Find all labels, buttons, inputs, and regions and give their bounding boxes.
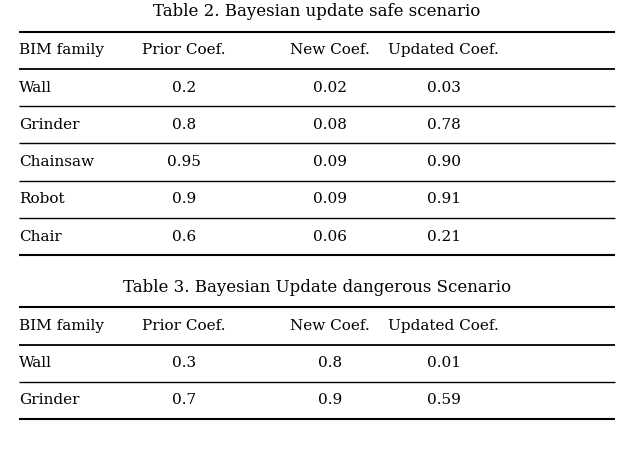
Text: Table 3. Bayesian Update dangerous Scenario: Table 3. Bayesian Update dangerous Scena… [123,279,511,296]
Text: 0.09: 0.09 [313,155,347,169]
Text: 0.21: 0.21 [427,230,461,243]
Text: 0.59: 0.59 [427,394,461,407]
Text: Grinder: Grinder [19,394,79,407]
Text: New Coef.: New Coef. [290,319,370,333]
Text: 0.2: 0.2 [172,81,196,94]
Text: Chainsaw: Chainsaw [19,155,94,169]
Text: 0.9: 0.9 [172,192,196,206]
Text: Table 2. Bayesian update safe scenario: Table 2. Bayesian update safe scenario [153,4,481,20]
Text: BIM family: BIM family [19,44,104,57]
Text: 0.09: 0.09 [313,192,347,206]
Text: Prior Coef.: Prior Coef. [142,44,226,57]
Text: 0.78: 0.78 [427,118,461,132]
Text: 0.6: 0.6 [172,230,196,243]
Text: Prior Coef.: Prior Coef. [142,319,226,333]
Text: New Coef.: New Coef. [290,44,370,57]
Text: BIM family: BIM family [19,319,104,333]
Text: 0.8: 0.8 [172,118,196,132]
Text: Updated Coef.: Updated Coef. [389,319,499,333]
Text: 0.02: 0.02 [313,81,347,94]
Text: 0.06: 0.06 [313,230,347,243]
Text: 0.08: 0.08 [313,118,347,132]
Text: 0.01: 0.01 [427,356,461,370]
Text: Wall: Wall [19,356,52,370]
Text: 0.03: 0.03 [427,81,461,94]
Text: Robot: Robot [19,192,65,206]
Text: 0.3: 0.3 [172,356,196,370]
Text: 0.9: 0.9 [318,394,342,407]
Text: 0.8: 0.8 [318,356,342,370]
Text: 0.90: 0.90 [427,155,461,169]
Text: Grinder: Grinder [19,118,79,132]
Text: 0.7: 0.7 [172,394,196,407]
Text: 0.95: 0.95 [167,155,201,169]
Text: Updated Coef.: Updated Coef. [389,44,499,57]
Text: Wall: Wall [19,81,52,94]
Text: Chair: Chair [19,230,61,243]
Text: 0.91: 0.91 [427,192,461,206]
